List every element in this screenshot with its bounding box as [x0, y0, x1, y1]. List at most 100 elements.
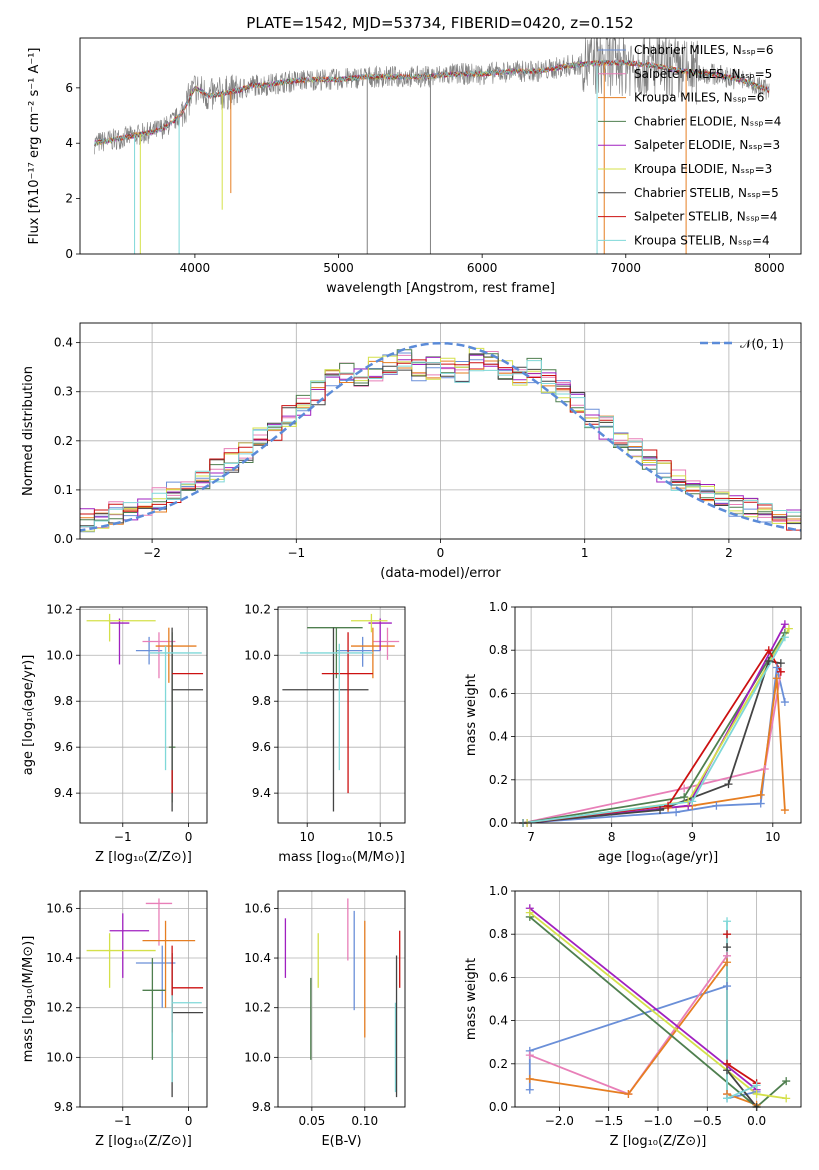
plus-marker: [776, 667, 785, 676]
y-tick-label: 9.4: [252, 786, 271, 800]
x-tick-label: 7: [527, 830, 535, 844]
plus-marker: [756, 790, 765, 799]
panel-mass-weight-vs-Z: −2.0 −1.5 −1.0 −0.5 0.0 0.0 0.2 0.4 0.6 0.8 1.0 Z […: [464, 884, 802, 1149]
errorbar-point: [145, 898, 173, 946]
axes-frame: [277, 890, 406, 1108]
x-axis-label: Z [log₁₀(Z/Z⊙)]: [95, 850, 192, 865]
y-tick-label: 0.0: [54, 532, 73, 546]
plus-marker: [756, 799, 765, 808]
x-axis-label: E(B-V): [321, 1134, 361, 1149]
y-tick-label: 0.2: [489, 773, 508, 787]
y-tick-label: 0.0: [489, 816, 508, 830]
spectrum-model-line: [94, 59, 770, 146]
errorbar-point: [149, 646, 202, 771]
legend-label: Kroupa ELODIE, Nₛₛₚ=3: [634, 162, 772, 176]
axes-frame: [514, 606, 802, 824]
x-axis-label: wavelength [Angstrom, rest frame]: [326, 281, 555, 296]
y-tick-label: 0: [65, 247, 73, 261]
y-tick-label: 0.0: [489, 1100, 508, 1114]
axes-frame: [79, 37, 802, 255]
plot-area: [80, 341, 801, 533]
plus-marker: [776, 659, 785, 668]
y-tick-label: 2: [65, 192, 73, 206]
plus-marker: [525, 1074, 534, 1083]
y-tick-label: 0.4: [489, 1014, 508, 1028]
plot-area: [284, 898, 401, 1098]
x-axis-label: mass [log₁₀(M/M⊙)]: [278, 850, 405, 865]
y-axis-label: Normed distribution: [21, 366, 36, 496]
y-tick-label: 9.8: [54, 1100, 73, 1114]
plus-marker: [760, 765, 769, 773]
errorbar-point: [155, 627, 197, 683]
x-tick-label: −2: [143, 546, 161, 560]
x-tick-label: −0.5: [693, 1114, 722, 1128]
plus-marker: [752, 1090, 761, 1099]
plus-marker: [724, 780, 733, 789]
x-tick-label: −2.0: [545, 1114, 574, 1128]
y-tick-label: 9.4: [54, 786, 73, 800]
x-tick-label: 8000: [754, 261, 785, 275]
y-tick-label: 6: [65, 81, 73, 95]
x-tick-label: 8: [608, 830, 616, 844]
plus-marker: [525, 1085, 534, 1094]
plus-marker: [664, 801, 673, 810]
errorbar-point: [171, 995, 202, 1083]
x-tick-label: 6000: [467, 261, 498, 275]
y-tick-label: 0.1: [54, 483, 73, 497]
y-tick-label: 10.0: [244, 648, 271, 662]
errorbar-point: [299, 643, 373, 771]
plus-marker: [525, 908, 534, 917]
errorbar-point: [86, 613, 156, 642]
errorbar-point: [142, 632, 176, 679]
y-tick-label: 10.4: [46, 951, 73, 965]
figure-title: PLATE=1542, MJD=53734, FIBERID=0420, z=0…: [246, 14, 633, 32]
x-tick-label: 0.10: [351, 1114, 378, 1128]
y-axis-label: mass [log₁₀(M/M⊙)]: [21, 936, 36, 1063]
plus-marker: [772, 674, 781, 683]
y-tick-label: 10.6: [244, 901, 271, 915]
legend-label: Kroupa STELIB, Nₛₛₚ=4: [634, 233, 770, 247]
legend-label: 𝒩(0, 1): [740, 337, 784, 351]
y-axis-label: mass weight: [464, 674, 479, 756]
panel-mass-vs-ebv: 0.05 0.10 9.8 10.0 10.2 10.4 10.6 E(B-V): [244, 890, 406, 1149]
plus-marker: [723, 982, 732, 991]
errorbar-point: [109, 913, 150, 978]
axes-frame: [277, 606, 406, 824]
y-tick-label: 10.0: [244, 1050, 271, 1064]
panel-spectrum: 4000 5000 6000 7000 8000 0 2 4 6 wavelength [Angs…: [27, 37, 802, 296]
plus-marker: [688, 797, 697, 806]
mass-weight-line: [522, 671, 782, 823]
plus-marker: [723, 943, 732, 952]
y-tick-label: 9.8: [54, 694, 73, 708]
errorbar-point: [368, 618, 392, 651]
plot-area: [86, 898, 204, 1098]
plus-marker: [780, 620, 789, 629]
x-tick-label: 0: [437, 546, 445, 560]
x-tick-label: 0.0: [747, 1114, 766, 1128]
plus-marker: [752, 1081, 761, 1090]
y-tick-label: 9.6: [252, 740, 271, 754]
panel-mass-weight-vs-age: 7 8 9 10 0.0 0.2 0.4 0.6 0.8 1.0 age [log₁₀(age/yr…: [464, 600, 802, 865]
axes-frame: [514, 890, 802, 1108]
y-tick-label: 0.2: [54, 434, 73, 448]
plus-marker: [772, 663, 781, 672]
y-tick-label: 10.4: [244, 951, 271, 965]
errorbar-point: [109, 618, 130, 665]
y-axis-label: age [log₁₀(age/yr)]: [21, 655, 36, 776]
y-tick-label: 10.2: [46, 1001, 73, 1015]
errorbar-point: [86, 933, 156, 988]
mass-weight-line: [523, 667, 786, 823]
x-tick-label: 4000: [180, 261, 211, 275]
plus-marker: [680, 793, 689, 802]
y-tick-label: 0.4: [489, 730, 508, 744]
x-tick-label: −1: [287, 546, 305, 560]
axes-frame: [79, 890, 208, 1108]
y-tick-label: 0.8: [489, 927, 508, 941]
plus-marker: [723, 917, 732, 926]
axes-frame: [79, 322, 802, 540]
y-tick-label: 4: [65, 136, 73, 150]
x-tick-label: 0: [185, 1114, 193, 1128]
errorbar-point: [135, 945, 176, 1008]
normal-curve: [80, 341, 801, 532]
